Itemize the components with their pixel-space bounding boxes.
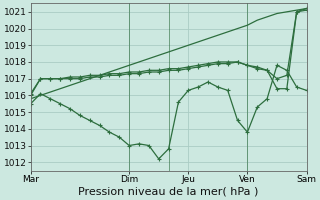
X-axis label: Pression niveau de la mer( hPa ): Pression niveau de la mer( hPa )	[78, 187, 259, 197]
